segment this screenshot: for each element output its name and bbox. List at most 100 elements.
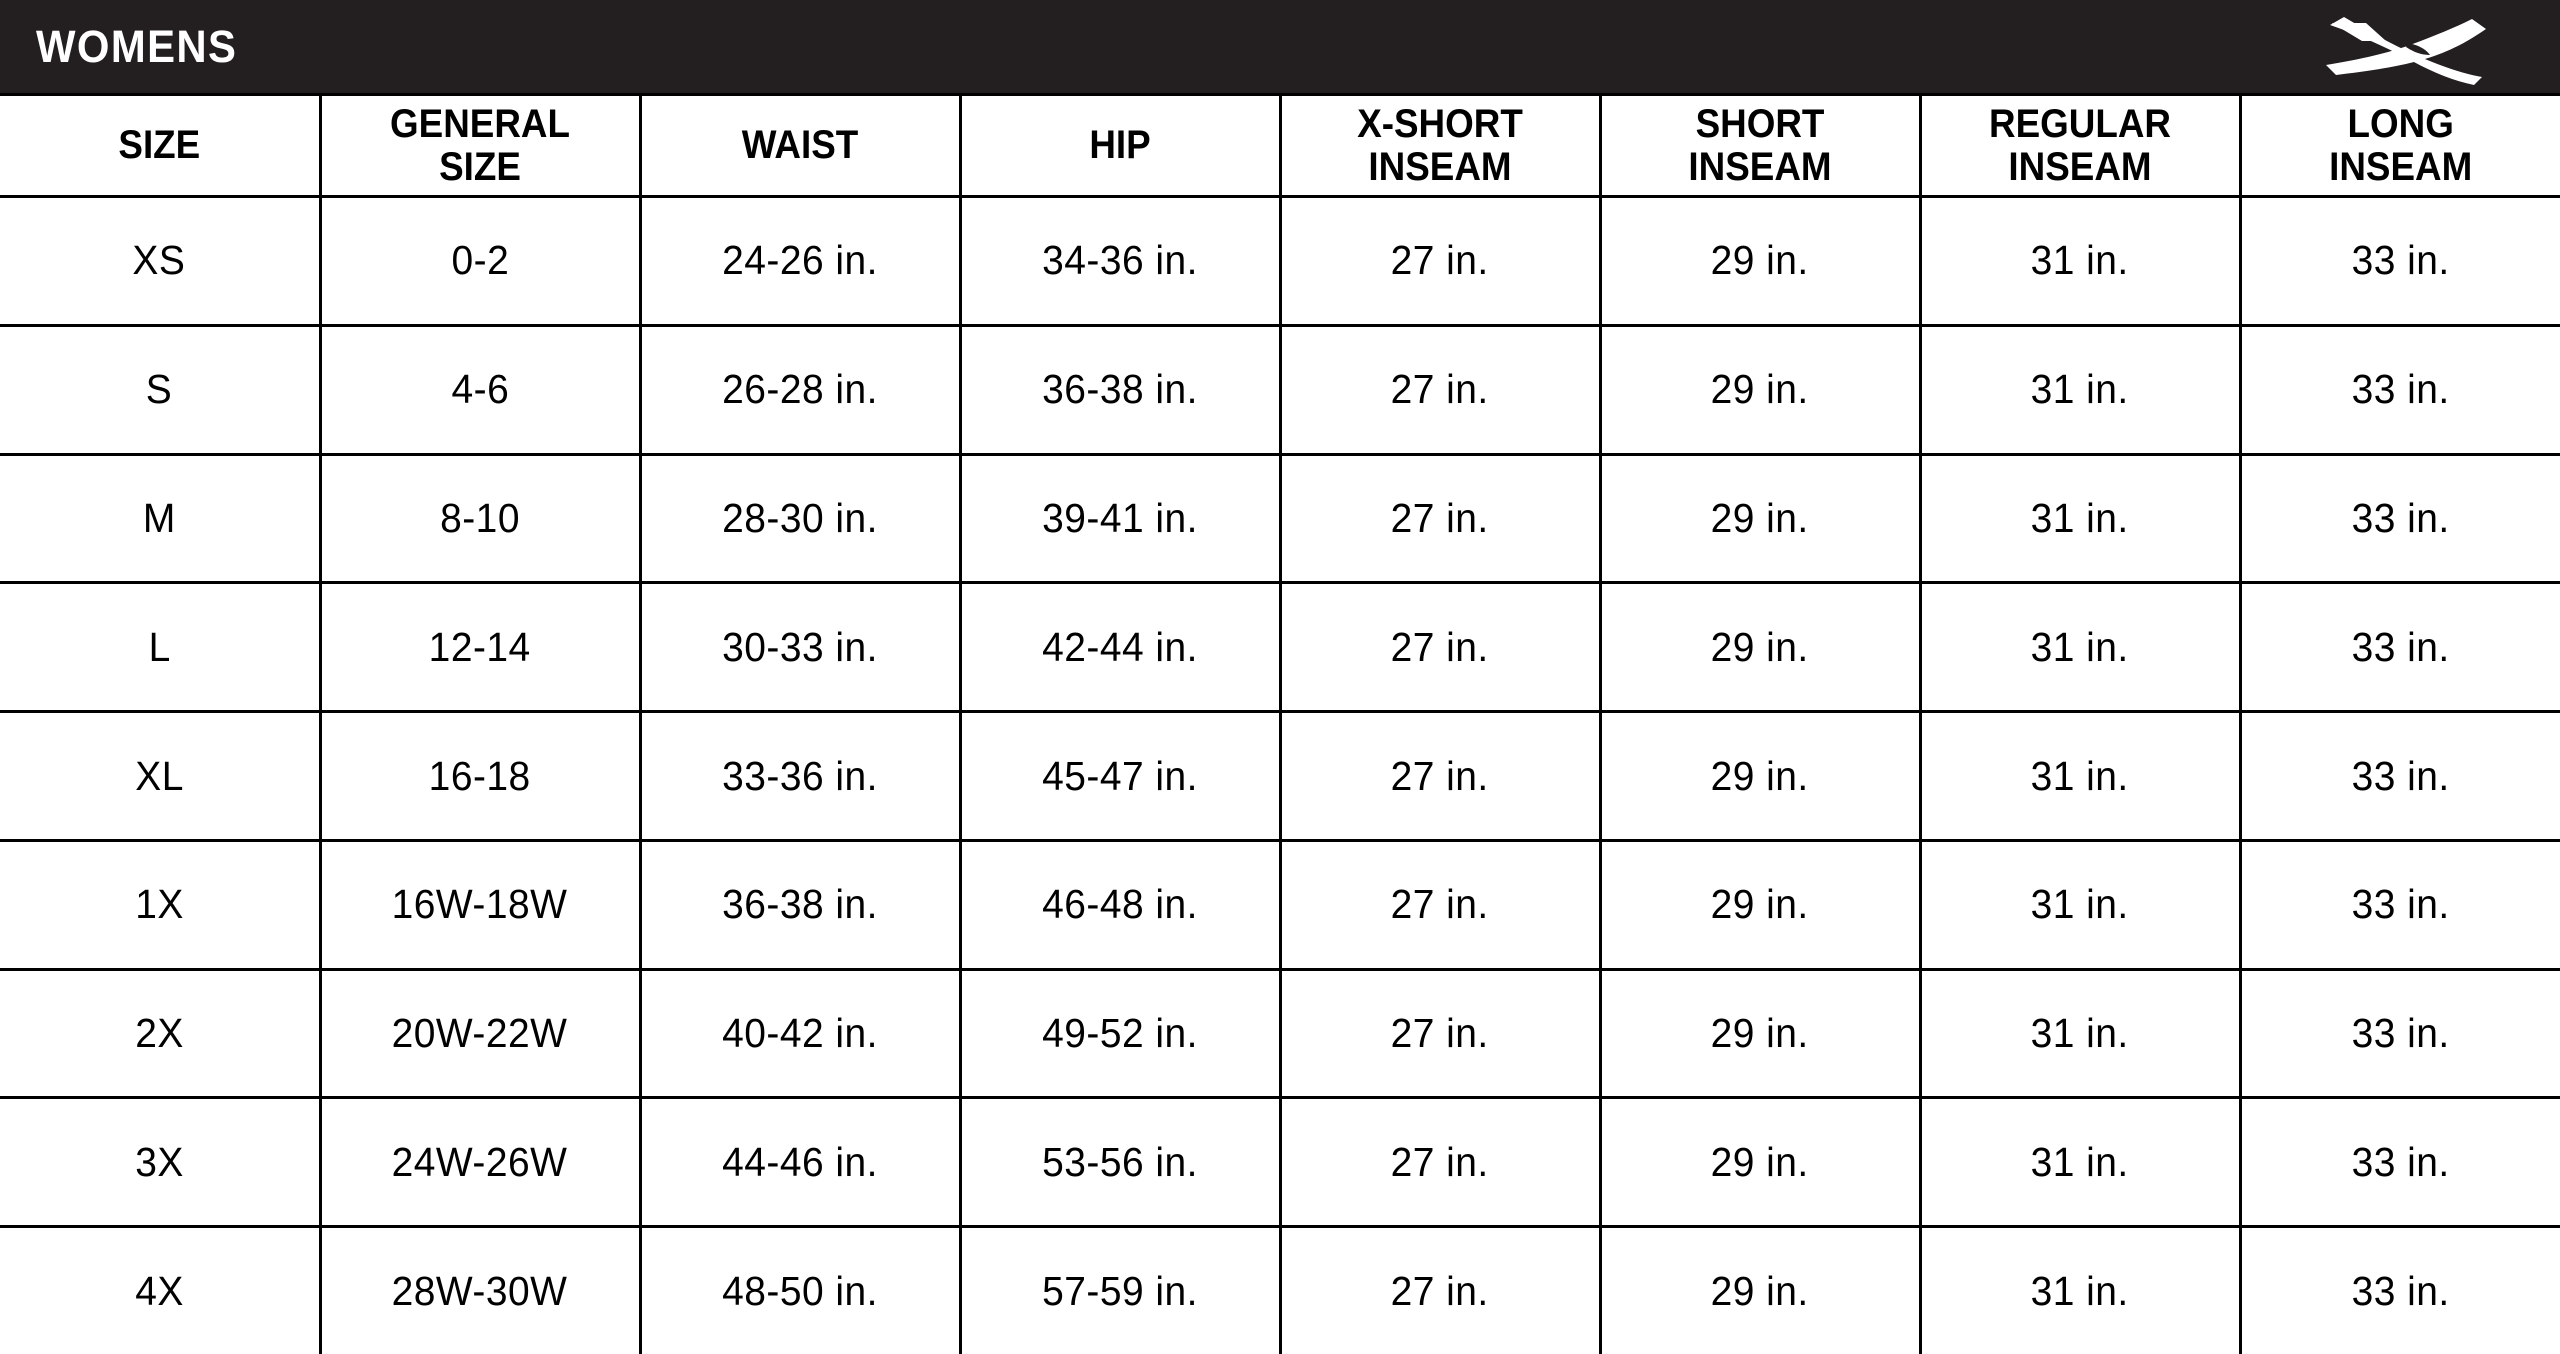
- cell-text: 29 in.: [1710, 1010, 1810, 1057]
- header-line: LONG: [2347, 101, 2454, 146]
- cell-size: XS: [0, 195, 322, 327]
- cell-text: 34-36 in.: [1042, 237, 1198, 284]
- cell-text: 24-26 in.: [722, 237, 878, 284]
- cell-hip: 49-52 in.: [958, 967, 1282, 1100]
- table-header-row: SIZE GENERAL SIZE WAIST HIP X-SHORT INSE…: [0, 93, 2560, 198]
- cell-text: 31 in.: [2030, 1138, 2130, 1185]
- cell-text: 26-28 in.: [722, 366, 878, 413]
- cell-regular-inseam: 31 in.: [1918, 967, 2242, 1100]
- cell-general-size: 0-2: [318, 195, 642, 327]
- cell-long-inseam: 33 in.: [2238, 452, 2560, 585]
- cell-text: 29 in.: [1710, 752, 1810, 799]
- cell-general-size: 16W-18W: [318, 838, 642, 971]
- cell-long-inseam: 33 in.: [2238, 195, 2560, 327]
- cell-long-inseam: 33 in.: [2238, 838, 2560, 971]
- cell-size: M: [0, 452, 322, 585]
- cell-text: 40-42 in.: [722, 1010, 878, 1057]
- cell-text: 33-36 in.: [722, 752, 878, 799]
- cell-text: 57-59 in.: [1042, 1267, 1198, 1314]
- header-line: GENERAL: [390, 101, 570, 146]
- cell-text: 53-56 in.: [1042, 1138, 1198, 1185]
- cell-hip: 42-44 in.: [958, 581, 1282, 714]
- cell-waist: 33-36 in.: [638, 710, 962, 842]
- cell-text: 33 in.: [2351, 623, 2450, 670]
- cell-text: 27 in.: [1390, 623, 1490, 670]
- cell-size: 2X: [0, 967, 322, 1100]
- cell-waist: 48-50 in.: [638, 1225, 962, 1354]
- cell-text: 8-10: [440, 494, 520, 541]
- cell-text: 4X: [134, 1267, 184, 1314]
- cell-size: 4X: [0, 1225, 322, 1354]
- cell-text: 29 in.: [1710, 1138, 1810, 1185]
- cell-text: 31 in.: [2030, 494, 2130, 541]
- cell-text: 27 in.: [1390, 366, 1490, 413]
- header-line: INSEAM: [2008, 144, 2152, 189]
- cell-text: 28W-30W: [392, 1267, 568, 1314]
- cell-text: 42-44 in.: [1042, 623, 1198, 670]
- cell-text: 27 in.: [1390, 1138, 1490, 1185]
- cell-short-inseam: 29 in.: [1598, 710, 1922, 842]
- cell-text: 29 in.: [1710, 1267, 1810, 1314]
- cell-text: 31 in.: [2030, 623, 2130, 670]
- cell-size: 3X: [0, 1096, 322, 1229]
- table-row: L 12-14 30-33 in. 42-44 in. 27 in. 29 in. 31 i…: [0, 581, 2560, 714]
- cell-text: 46-48 in.: [1042, 881, 1198, 928]
- cell-waist: 36-38 in.: [638, 838, 962, 971]
- cell-long-inseam: 33 in.: [2238, 581, 2560, 714]
- header-line: X-SHORT: [1357, 101, 1523, 146]
- cell-text: L: [148, 623, 171, 670]
- table-head: SIZE GENERAL SIZE WAIST HIP X-SHORT INSE…: [0, 93, 2560, 198]
- cell-text: 31 in.: [2030, 237, 2130, 284]
- cell-x-short-inseam: 27 in.: [1278, 195, 1602, 327]
- cell-x-short-inseam: 27 in.: [1278, 967, 1602, 1100]
- cell-text: 31 in.: [2030, 752, 2130, 799]
- cell-hip: 36-38 in.: [958, 323, 1282, 456]
- cell-hip: 53-56 in.: [958, 1096, 1282, 1229]
- column-header-waist: WAIST: [651, 93, 949, 198]
- cell-text: 29 in.: [1710, 881, 1810, 928]
- cell-short-inseam: 29 in.: [1598, 195, 1922, 327]
- cell-short-inseam: 29 in.: [1598, 323, 1922, 456]
- cell-text: 16W-18W: [392, 881, 568, 928]
- cell-text: 27 in.: [1390, 881, 1490, 928]
- cell-regular-inseam: 31 in.: [1918, 323, 2242, 456]
- header-line: REGULAR: [1989, 101, 2171, 146]
- cell-text: 12-14: [428, 623, 532, 670]
- cell-text: 27 in.: [1390, 1267, 1490, 1314]
- cell-general-size: 4-6: [318, 323, 642, 456]
- cell-text: S: [146, 366, 173, 413]
- cell-regular-inseam: 31 in.: [1918, 195, 2242, 327]
- cell-text: 29 in.: [1710, 623, 1810, 670]
- cell-x-short-inseam: 27 in.: [1278, 1096, 1602, 1229]
- column-header-long-inseam: LONG INSEAM: [2251, 93, 2548, 198]
- cell-short-inseam: 29 in.: [1598, 967, 1922, 1100]
- cell-short-inseam: 29 in.: [1598, 838, 1922, 971]
- size-chart-table: SIZE GENERAL SIZE WAIST HIP X-SHORT INSE…: [0, 93, 2560, 1354]
- cell-waist: 30-33 in.: [638, 581, 962, 714]
- table-row: XL 16-18 33-36 in. 45-47 in. 27 in. 29 in. 31 …: [0, 710, 2560, 842]
- cell-x-short-inseam: 27 in.: [1278, 838, 1602, 971]
- cell-text: 31 in.: [2030, 1010, 2130, 1057]
- header-line: INSEAM: [2329, 144, 2473, 189]
- cell-x-short-inseam: 27 in.: [1278, 1225, 1602, 1354]
- table-row: 2X 20W-22W 40-42 in. 49-52 in. 27 in. 29 in. 3…: [0, 967, 2560, 1100]
- table-row: XS 0-2 24-26 in. 34-36 in. 27 in. 29 in. 31 in…: [0, 195, 2560, 327]
- cell-text: 0-2: [451, 237, 509, 284]
- column-header-hip: HIP: [971, 93, 1269, 198]
- cell-short-inseam: 29 in.: [1598, 581, 1922, 714]
- cell-text: 33 in.: [2351, 366, 2450, 413]
- cell-regular-inseam: 31 in.: [1918, 1225, 2242, 1354]
- table-row: M 8-10 28-30 in. 39-41 in. 27 in. 29 in. 31 in…: [0, 452, 2560, 585]
- cell-general-size: 24W-26W: [318, 1096, 642, 1229]
- cell-hip: 46-48 in.: [958, 838, 1282, 971]
- table-row: 3X 24W-26W 44-46 in. 53-56 in. 27 in. 29 in. 3…: [0, 1096, 2560, 1229]
- column-header-size: SIZE: [12, 93, 309, 198]
- header-line: SIZE: [118, 123, 201, 168]
- cell-text: 31 in.: [2030, 881, 2130, 928]
- table-row: 1X 16W-18W 36-38 in. 46-48 in. 27 in. 29 in. 3…: [0, 838, 2560, 971]
- column-header-x-short-inseam: X-SHORT INSEAM: [1291, 93, 1589, 198]
- cell-text: 39-41 in.: [1042, 494, 1198, 541]
- cell-regular-inseam: 31 in.: [1918, 452, 2242, 585]
- cell-text: 36-38 in.: [1042, 366, 1198, 413]
- cell-text: 27 in.: [1390, 237, 1490, 284]
